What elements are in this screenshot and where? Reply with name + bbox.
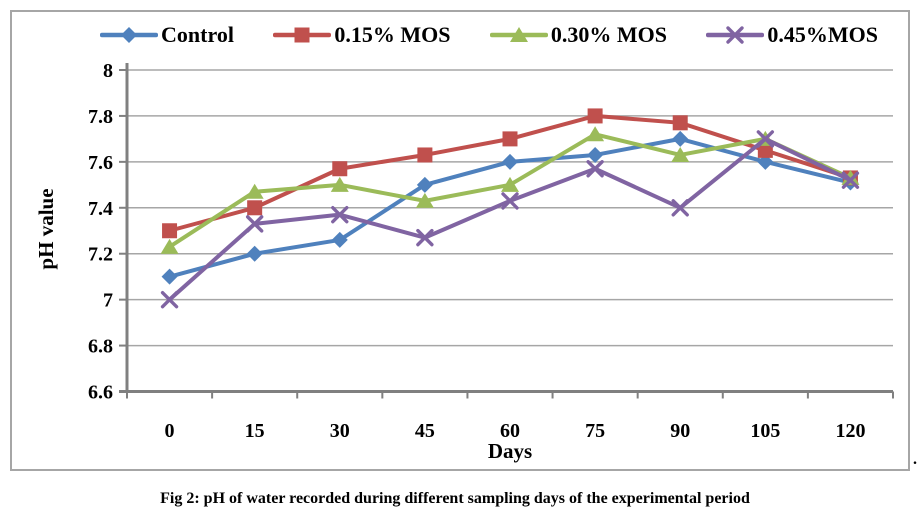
legend-item-0-15-mos: 0.15% MOS [273,22,450,48]
y-tick-label: 7.2 [88,244,113,266]
diamond-marker-icon [161,268,178,285]
y-tick-label: 6.6 [88,382,113,404]
triangle-marker-icon [245,183,264,199]
diamond-marker-icon [331,231,348,248]
x-marker-icon [726,26,745,44]
x-tick-label: 90 [670,420,690,442]
y-tick-label: 7.6 [88,152,113,174]
x-tick-label: 60 [500,420,520,442]
legend-label: 0.30% MOS [550,22,667,47]
y-tick-label: 7.4 [88,198,113,220]
diamond-marker-icon [121,27,137,43]
y-tick-label: 6.8 [88,336,113,358]
square-marker-icon [417,147,433,163]
triangle-marker-icon [671,146,690,162]
chart-frame [10,10,910,471]
x-marker-icon [586,160,604,178]
diamond-marker-icon [672,130,689,147]
x-legend-marker-icon [706,26,765,44]
legend-item-0-30-mos: 0.30% MOS [489,22,667,48]
x-tick-label: 120 [835,420,865,442]
chart-legend: Control 0.15% MOS 0.30% MOS 0.45%MOS [100,20,878,50]
x-marker-icon [331,205,349,224]
x-marker-icon [416,228,434,247]
figure-caption: Fig 2: pH of water recorded during diffe… [160,490,750,507]
diamond-marker-icon [587,146,604,163]
x-tick-label: 30 [330,420,350,442]
legend-label: 0.45%MOS [767,22,878,47]
triangle-marker-icon [841,169,860,185]
x-marker-icon [501,192,519,210]
plot-area: 8 7.8 7.6 7.4 7.2 7 6.8 6.6 0 15 30 45 60 75 90 105 120 [88,60,894,442]
square-marker-icon [162,223,178,239]
legend-item-control: Control [100,22,234,48]
legend-label: 0.15% MOS [334,22,451,47]
square-marker-icon [247,200,263,216]
triangle-marker-icon [586,126,605,142]
legend-item-0-45-mos: 0.45%MOS [706,22,878,48]
x-marker-icon [245,215,264,233]
diamond-marker-icon [502,153,518,170]
x-tick-label: 45 [415,420,435,442]
x-tick-label: 75 [585,420,605,442]
square-marker-icon [502,131,518,147]
triangle-legend-marker-icon [489,27,548,42]
x-marker-icon [756,130,775,148]
square-marker-icon [332,161,348,177]
stray-period: . [913,451,917,468]
triangle-marker-icon [415,192,434,208]
square-marker-icon [672,115,688,131]
triangle-marker-icon [330,176,349,192]
diamond-marker-icon [246,245,263,262]
square-marker-icon [757,142,773,158]
x-marker-icon [841,171,860,189]
x-marker-icon [160,290,179,309]
triangle-marker-icon [160,238,179,254]
diamond-legend-marker-icon [100,27,158,43]
legend-label: Control [161,22,234,47]
diamond-marker-icon [416,176,433,193]
y-axis-title: pH value [34,188,58,270]
triangle-marker-icon [509,27,528,42]
x-tick-label: 105 [750,420,780,442]
x-tick-label: 15 [245,420,265,442]
x-axis-title: Days [487,439,533,463]
triangle-marker-icon [501,176,519,192]
square-marker-icon [294,27,310,43]
y-tick-label: 8 [103,60,113,82]
square-legend-marker-icon [273,27,332,43]
y-tick-label: 7.8 [88,106,113,128]
y-tick-label: 7 [103,290,113,312]
x-marker-icon [671,199,689,217]
x-tick-label: 0 [165,420,175,442]
square-marker-icon [587,108,603,124]
